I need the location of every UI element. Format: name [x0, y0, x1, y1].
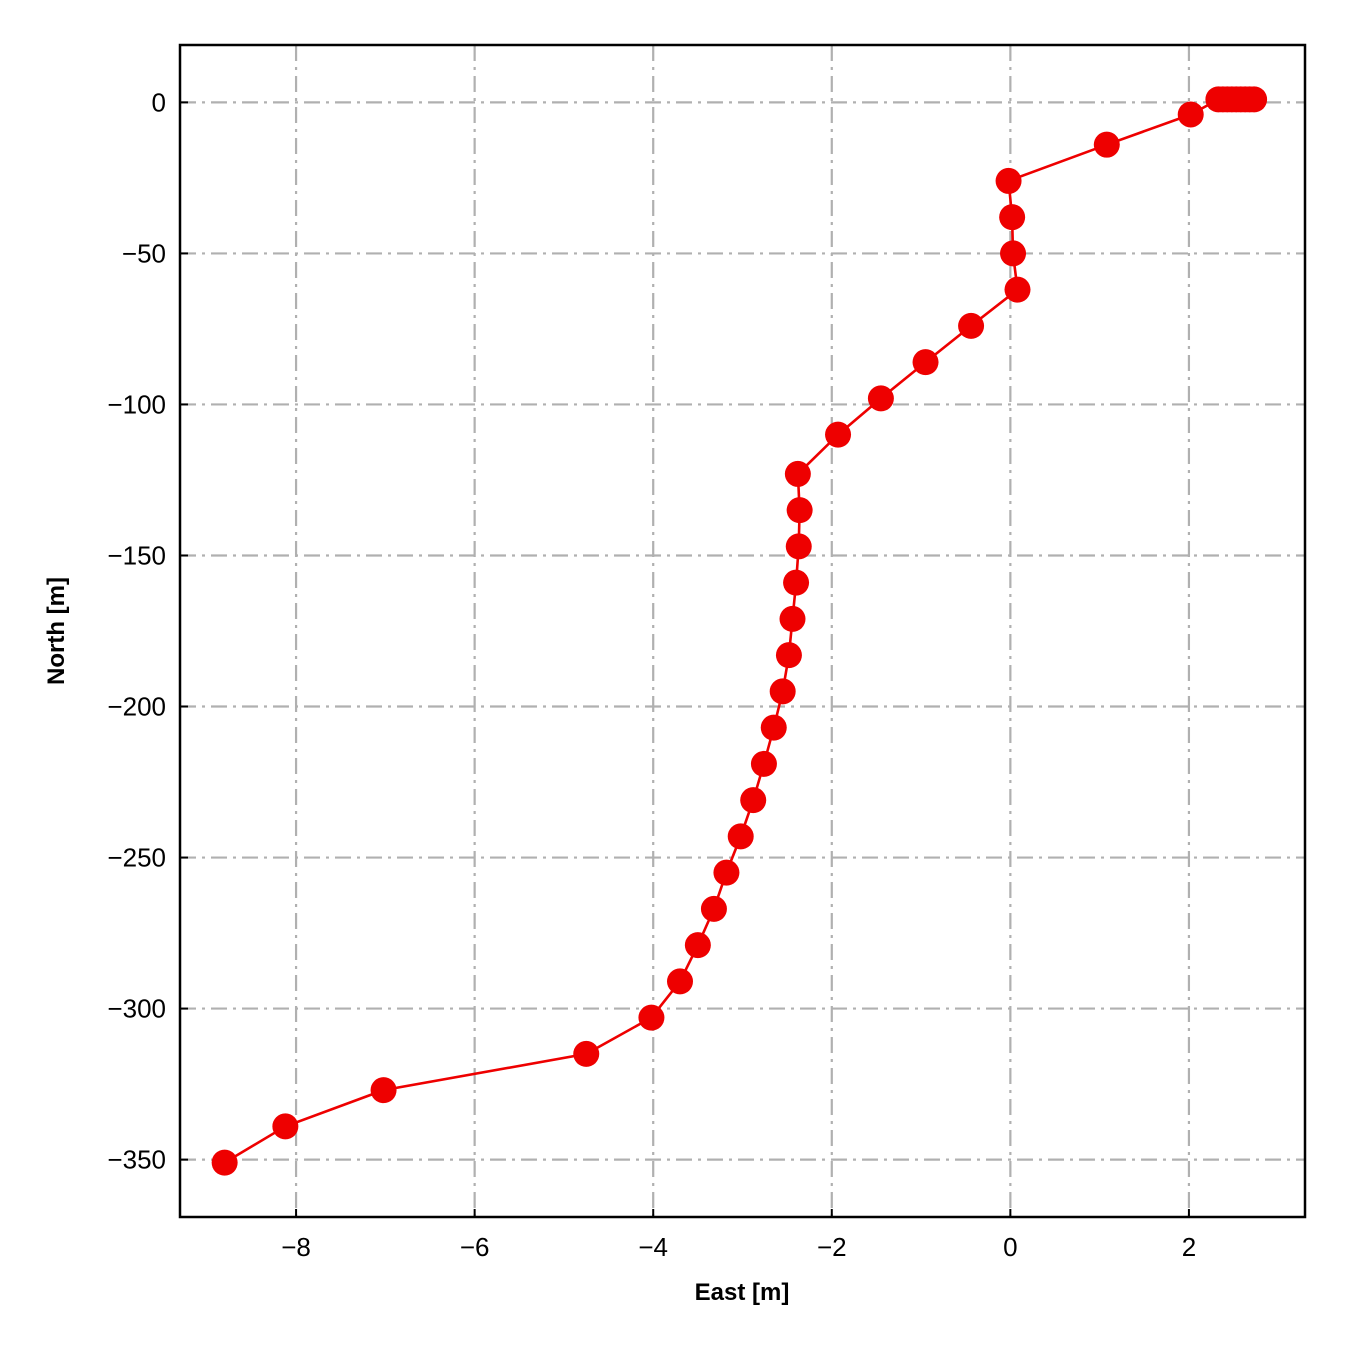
y-tick-label: −150: [107, 540, 166, 570]
track-point: [211, 1149, 238, 1176]
track-point: [775, 642, 802, 669]
y-tick-label: −200: [107, 692, 166, 722]
series: [211, 86, 1268, 1176]
grid: [180, 45, 1305, 1217]
x-tick-label: −2: [817, 1232, 847, 1262]
y-tick-label: 0: [152, 87, 166, 117]
track-point: [786, 497, 813, 524]
track-point: [1177, 101, 1204, 128]
track-point: [999, 204, 1026, 231]
track-point: [1241, 86, 1268, 113]
track-point: [825, 421, 852, 448]
track-point: [713, 859, 740, 886]
x-tick-label: 2: [1182, 1232, 1196, 1262]
track-point: [1000, 240, 1027, 267]
y-tick-label: −50: [122, 238, 166, 268]
y-tick-label: −250: [107, 843, 166, 873]
track-point: [750, 750, 777, 777]
track-point: [784, 460, 811, 487]
y-tick-label: −350: [107, 1145, 166, 1175]
track-point: [272, 1113, 299, 1140]
track-point: [1093, 131, 1120, 158]
track-point: [958, 312, 985, 339]
track-point: [760, 714, 787, 741]
x-axis-label: East [m]: [695, 1279, 790, 1306]
x-tick-label: 0: [1003, 1232, 1017, 1262]
ticks: −8 −6 −4 −2 0 2 0 −50 −100 −150 −200 −250 −300 −350: [107, 87, 1196, 1262]
track-point: [638, 1004, 665, 1031]
track-point: [912, 349, 939, 376]
plot-frame: [178, 43, 1307, 1219]
track-point: [684, 932, 711, 959]
track-point: [573, 1040, 600, 1067]
y-tick-label: −100: [107, 389, 166, 419]
track-point: [370, 1077, 397, 1104]
y-axis-label: North [m]: [43, 577, 70, 685]
x-tick-label: −4: [638, 1232, 668, 1262]
track-point: [779, 605, 806, 632]
track-point: [867, 385, 894, 412]
track-point: [769, 678, 796, 705]
track-point: [783, 569, 810, 596]
x-tick-label: −8: [281, 1232, 311, 1262]
track-point: [995, 167, 1022, 194]
track-point: [700, 895, 727, 922]
x-tick-label: −6: [460, 1232, 490, 1262]
track-point: [1004, 276, 1031, 303]
y-tick-label: −300: [107, 994, 166, 1024]
track-point: [727, 823, 754, 850]
track-point: [740, 787, 767, 814]
track-point: [785, 533, 812, 560]
track-point: [667, 968, 693, 995]
